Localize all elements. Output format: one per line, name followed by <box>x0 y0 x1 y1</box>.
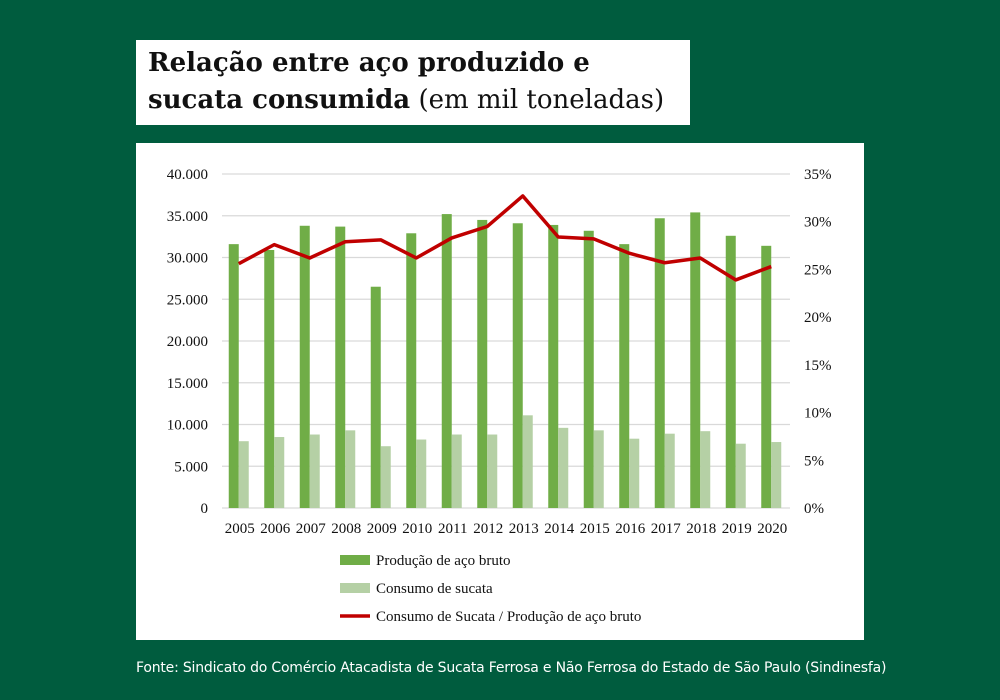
bar-scrap-2005 <box>238 441 249 508</box>
bar-production-2010 <box>406 233 417 508</box>
x-axis-tick-label: 2010 <box>402 521 432 537</box>
bar-scrap-2011 <box>451 434 462 508</box>
right-axis-tick-label: 20% <box>804 310 832 326</box>
chart: 0 5.000 10.000 15.000 20.000 25.000 30.000 35.0… <box>167 167 832 625</box>
legend-label: Consumo de sucata <box>376 581 493 597</box>
x-axis-tick-label: 2013 <box>509 521 539 537</box>
legend-swatch-scrap <box>340 583 370 593</box>
left-axis-tick-label: 30.000 <box>167 251 208 267</box>
right-axis-tick-label: 10% <box>804 406 832 422</box>
chart-title-unit: (em mil toneladas) <box>418 85 665 115</box>
chart-title-bold: Relação entre aço produzido e sucata con… <box>148 48 590 115</box>
x-axis-tick-label: 2018 <box>686 521 716 537</box>
x-axis-tick-label: 2007 <box>296 521 327 537</box>
bar-production-2011 <box>441 214 452 508</box>
bar-scrap-2009 <box>380 446 391 508</box>
left-axis-tick-label: 40.000 <box>167 167 208 183</box>
chart-title-box: Relação entre aço produzido e sucata con… <box>136 40 690 125</box>
right-axis-tick-label: 35% <box>804 167 832 183</box>
x-axis-tick-label: 2020 <box>757 521 787 537</box>
bar-production-2007 <box>299 225 310 508</box>
legend-label: Consumo de Sucata / Produção de aço brut… <box>376 609 641 625</box>
bar-scrap-2010 <box>416 439 427 508</box>
chart-title: Relação entre aço produzido e sucata con… <box>148 45 678 119</box>
bar-scrap-2020 <box>771 442 782 508</box>
bar-production-2009 <box>370 286 381 508</box>
left-axis-tick-label: 20.000 <box>167 334 208 350</box>
bar-scrap-2014 <box>558 427 569 508</box>
x-axis-tick-label: 2012 <box>473 521 503 537</box>
bar-production-2016 <box>619 244 630 508</box>
bar-production-2014 <box>548 224 559 508</box>
bar-production-2015 <box>583 230 594 508</box>
left-axis-tick-label: 0 <box>201 501 209 517</box>
bar-scrap-2013 <box>522 415 533 508</box>
left-axis-tick-label: 15.000 <box>167 376 208 392</box>
bar-scrap-2008 <box>345 430 356 508</box>
x-axis-tick-label: 2009 <box>367 521 397 537</box>
left-axis-tick-label: 35.000 <box>167 209 208 225</box>
x-axis-tick-label: 2017 <box>651 521 682 537</box>
bar-scrap-2017 <box>664 433 675 508</box>
bar-production-2012 <box>477 219 488 509</box>
bar-production-2008 <box>335 226 346 508</box>
x-axis-tick-label: 2015 <box>580 521 610 537</box>
bar-production-2006 <box>264 249 275 509</box>
right-axis-tick-label: 25% <box>804 262 832 278</box>
bar-scrap-2012 <box>487 434 498 508</box>
bar-scrap-2019 <box>735 443 746 508</box>
bar-production-2019 <box>725 235 736 508</box>
x-axis-tick-label: 2011 <box>438 521 467 537</box>
x-axis-tick-label: 2006 <box>260 521 291 537</box>
bar-scrap-2006 <box>274 437 285 508</box>
bar-production-2018 <box>690 212 701 508</box>
x-axis-tick-label: 2008 <box>331 521 361 537</box>
bar-production-2005 <box>228 244 239 508</box>
line-ratio <box>237 194 772 282</box>
bar-scrap-2007 <box>309 434 320 508</box>
legend-label: Produção de aço bruto <box>376 553 511 569</box>
right-axis-tick-label: 15% <box>804 358 832 374</box>
right-axis-tick-label: 30% <box>804 215 832 231</box>
source-footer: Fonte: Sindicato do Comércio Atacadista … <box>136 660 887 676</box>
left-axis-tick-label: 10.000 <box>167 418 208 434</box>
bar-production-2013 <box>512 223 523 508</box>
bar-production-2017 <box>654 218 665 508</box>
right-axis-tick-label: 5% <box>804 453 824 469</box>
legend-swatch-production <box>340 555 370 565</box>
x-axis-tick-label: 2019 <box>722 521 752 537</box>
bar-scrap-2016 <box>629 438 640 508</box>
bar-scrap-2018 <box>700 431 711 508</box>
x-axis-tick-label: 2005 <box>225 521 255 537</box>
left-axis-tick-label: 5.000 <box>174 459 208 475</box>
bar-production-2020 <box>761 245 772 508</box>
chart-card: 0 5.000 10.000 15.000 20.000 25.000 30.000 35.0… <box>136 143 864 640</box>
x-axis-tick-label: 2016 <box>615 521 646 537</box>
right-axis-tick-label: 0% <box>804 501 824 517</box>
left-axis-tick-label: 25.000 <box>167 292 208 308</box>
bar-scrap-2015 <box>593 430 604 508</box>
x-axis-tick-label: 2014 <box>544 521 575 537</box>
